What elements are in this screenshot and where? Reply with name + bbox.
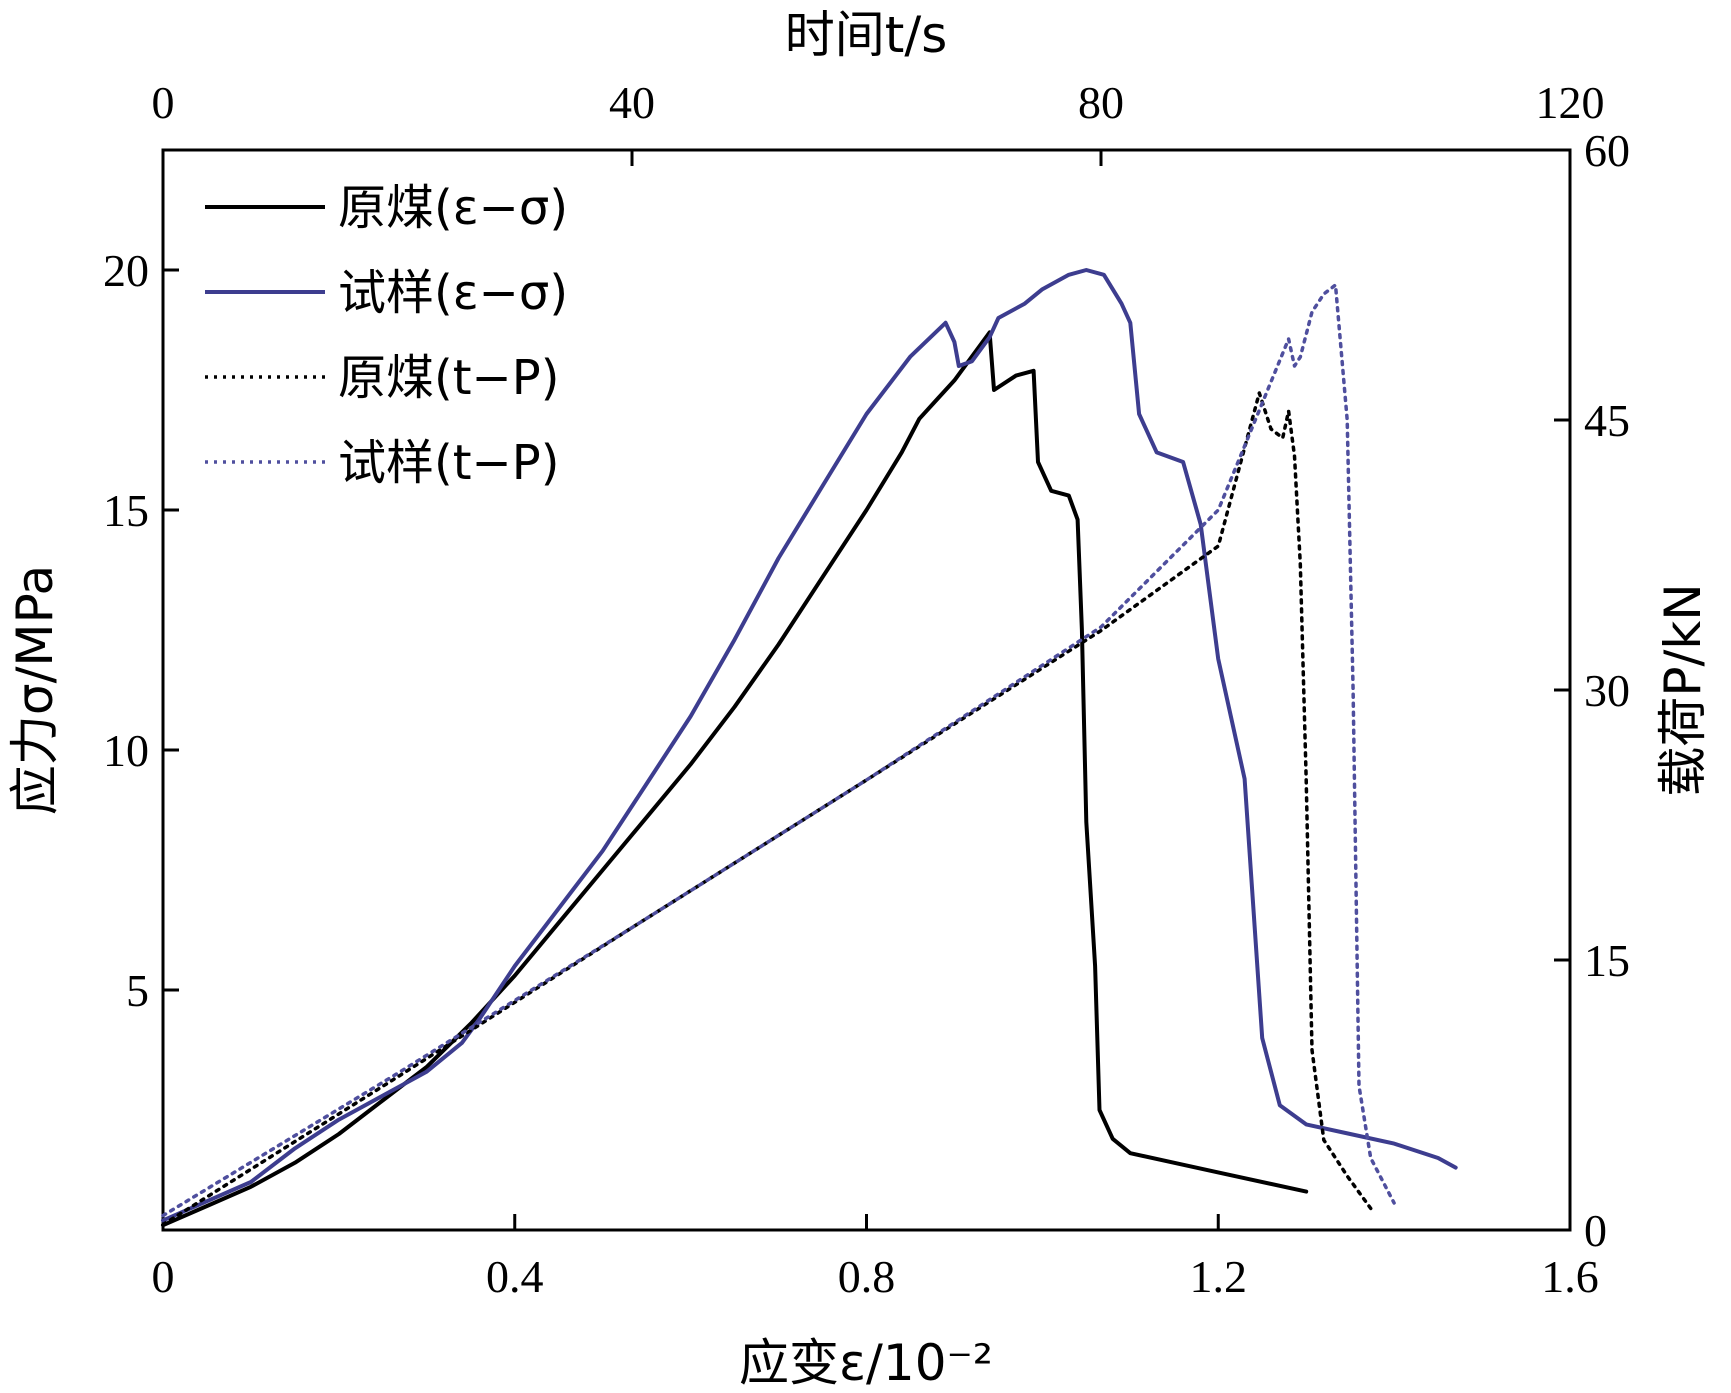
y-left-tick-label-3: 20 <box>103 245 149 296</box>
ticks-group <box>161 148 1572 1232</box>
y-right-tick-label-3: 45 <box>1584 395 1630 446</box>
legend-label-1: 试样(ε−σ) <box>338 265 568 321</box>
x-top-tick-label-1: 40 <box>609 77 655 128</box>
y-right-axis-title: 载荷P/kN <box>1654 583 1712 796</box>
y-left-tick-label-1: 10 <box>103 725 149 776</box>
legend-label-3: 试样(t−P) <box>338 435 559 491</box>
x-top-tick-label-2: 80 <box>1078 77 1124 128</box>
x-top-tick-label-0: 0 <box>152 77 175 128</box>
x-bottom-tick-label-3: 1.2 <box>1190 1251 1248 1302</box>
legend-label-0: 原煤(ε−σ) <box>338 180 568 236</box>
series-group <box>161 268 1458 1228</box>
x-bottom-tick-label-4: 1.6 <box>1541 1251 1599 1302</box>
y-right-tick-label-1: 15 <box>1584 935 1630 986</box>
series-line-2 <box>161 391 1373 1227</box>
y-left-tick-label-0: 5 <box>126 965 149 1016</box>
series-line-0 <box>161 330 1309 1228</box>
x-bottom-axis-title: 应变ε/10⁻² <box>739 1334 993 1392</box>
x-bottom-tick-label-2: 0.8 <box>838 1251 896 1302</box>
y-left-axis-title: 应力σ/MPa <box>6 565 64 815</box>
y-right-tick-label-2: 30 <box>1584 665 1630 716</box>
series-line-3 <box>161 283 1396 1218</box>
y-right-tick-label-4: 60 <box>1584 125 1630 176</box>
x-bottom-tick-label-1: 0.4 <box>486 1251 544 1302</box>
y-left-tick-label-2: 15 <box>103 485 149 536</box>
x-top-tick-label-3: 120 <box>1536 77 1605 128</box>
series-line-1 <box>161 268 1458 1223</box>
legend-label-2: 原煤(t−P) <box>338 350 559 406</box>
x-top-axis-title: 时间t/s <box>785 6 948 64</box>
legend: 原煤(ε−σ) 试样(ε−σ) 原煤(t−P) 试样(t−P) <box>205 180 568 491</box>
y-right-tick-label-0: 0 <box>1584 1205 1607 1256</box>
x-bottom-tick-label-0: 0 <box>152 1251 175 1302</box>
